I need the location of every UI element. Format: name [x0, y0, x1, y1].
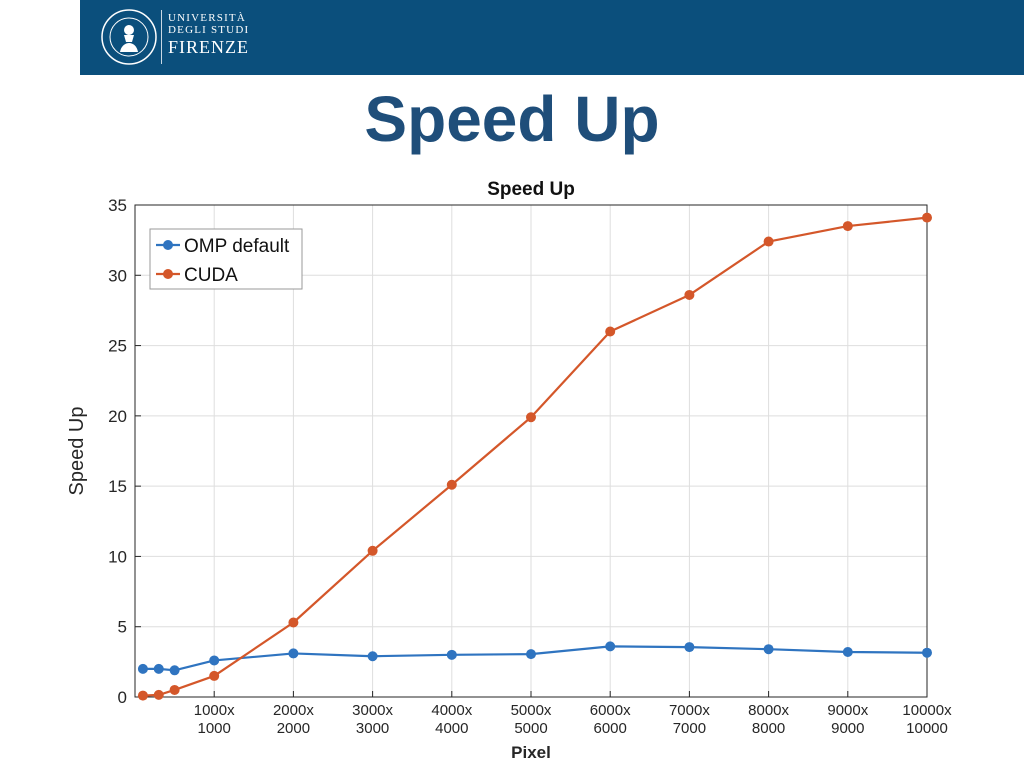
x-tick-label-line1: 5000x	[511, 702, 552, 719]
data-point-cuda	[367, 545, 378, 556]
data-point-omp-default	[169, 665, 180, 676]
data-point-omp-default	[763, 644, 774, 655]
y-axis-label: Speed Up	[66, 407, 88, 496]
x-tick-label-line1: 2000x	[273, 702, 314, 719]
x-tick-label-line1: 1000x	[194, 702, 235, 719]
y-tick-label: 35	[108, 196, 127, 215]
y-tick-label: 0	[118, 688, 127, 707]
data-point-omp-default	[526, 649, 536, 660]
x-tick-label-line1: 9000x	[827, 702, 868, 719]
legend-label-cuda: CUDA	[184, 265, 238, 286]
data-point-omp-default	[842, 647, 853, 658]
data-point-omp-default	[137, 663, 148, 674]
legend-label-omp-default: OMP default	[184, 236, 290, 257]
university-logo-text: UNIVERSITÀ DEGLI STUDI FIRENZE	[168, 12, 250, 58]
x-tick-label-line1: 10000x	[902, 702, 952, 719]
legend-marker-cuda	[163, 269, 173, 279]
chart-title: Speed Up	[487, 179, 575, 200]
x-tick-label-line2: 2000	[277, 720, 310, 737]
data-point-cuda	[209, 670, 220, 681]
data-point-omp-default	[153, 663, 164, 674]
x-tick-label-line2: 6000	[594, 720, 627, 737]
data-point-cuda	[763, 236, 774, 247]
data-point-cuda	[288, 617, 299, 628]
x-tick-label-line1: 7000x	[669, 702, 710, 719]
data-point-omp-default	[288, 648, 299, 659]
y-tick-label: 5	[118, 618, 127, 637]
data-point-omp-default	[605, 641, 616, 652]
x-tick-label-line2: 4000	[435, 720, 468, 737]
x-tick-label-line2: 8000	[752, 720, 785, 737]
data-point-cuda	[169, 684, 180, 695]
x-tick-label-line2: 7000	[673, 720, 706, 737]
x-tick-label-line2: 3000	[356, 720, 389, 737]
x-tick-label-line2: 1000	[198, 720, 231, 737]
y-tick-label: 25	[108, 337, 127, 356]
y-tick-label: 10	[108, 547, 127, 566]
data-point-cuda	[922, 212, 932, 223]
x-tick-label-line1: 3000x	[352, 702, 393, 719]
data-point-omp-default	[367, 651, 378, 662]
data-point-cuda	[684, 289, 695, 300]
logo-line-3: FIRENZE	[168, 37, 249, 58]
legend-box	[149, 228, 303, 290]
data-point-cuda	[842, 221, 853, 232]
x-axis-label: Pixel	[511, 743, 551, 762]
x-tick-label-line1: 6000x	[590, 702, 631, 719]
data-point-omp-default	[684, 642, 695, 653]
data-point-omp-default	[922, 647, 932, 658]
data-point-omp-default	[446, 649, 457, 660]
data-point-cuda	[446, 479, 457, 490]
logo-line-2: DEGLI STUDI	[168, 23, 250, 36]
data-point-cuda	[605, 326, 616, 337]
x-tick-label-line2: 5000	[514, 720, 547, 737]
data-point-cuda	[526, 412, 536, 423]
x-tick-label-line2: 9000	[831, 720, 864, 737]
y-tick-label: 20	[108, 407, 127, 426]
data-point-omp-default	[209, 655, 220, 666]
logo-line-1: UNIVERSITÀ	[168, 12, 246, 24]
x-tick-label-line2: 10000	[906, 720, 948, 737]
y-tick-label: 15	[108, 477, 127, 496]
x-tick-label-line1: 8000x	[748, 702, 789, 719]
y-tick-label: 30	[108, 266, 127, 285]
page-title: Speed Up	[364, 83, 660, 155]
x-tick-label-line1: 4000x	[431, 702, 472, 719]
data-point-cuda	[153, 689, 164, 700]
header-bar: UNIVERSITÀ DEGLI STUDI FIRENZE	[80, 0, 1024, 75]
data-point-cuda	[137, 690, 148, 701]
university-seal-icon	[101, 9, 157, 65]
logo-divider	[161, 10, 162, 64]
legend-marker-omp-default	[163, 240, 173, 250]
